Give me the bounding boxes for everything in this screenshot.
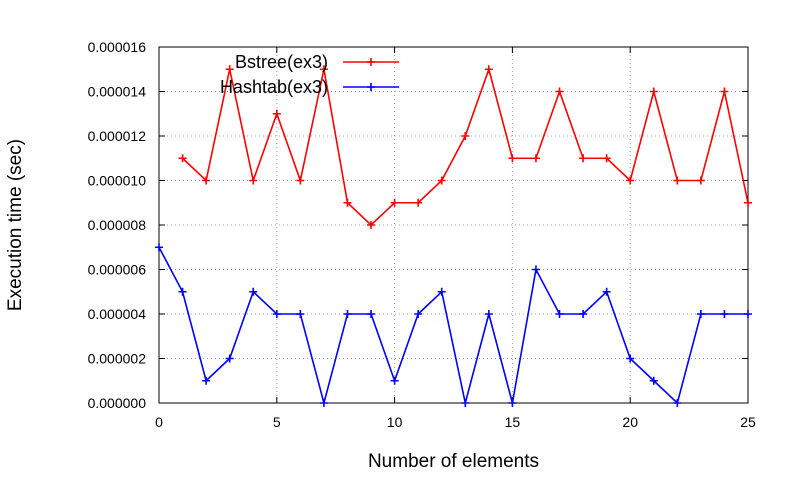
data-point-marker: [296, 176, 305, 185]
data-point-marker: [602, 287, 611, 296]
data-point-marker: [296, 310, 305, 318]
data-point-marker: [555, 87, 564, 96]
data-point-marker: [461, 132, 470, 140]
x-tick-label: 0: [155, 414, 163, 430]
data-point-marker: [696, 176, 705, 185]
y-tick-label: 0.000014: [88, 84, 147, 100]
axes: 0 5 10 15 20 25 0.000000 0.000002 0.000004 0.0000…: [88, 39, 756, 430]
series-line: [158, 246, 748, 407]
data-point-marker: [272, 310, 281, 318]
data-point-marker: [343, 198, 352, 207]
data-point-marker: [202, 176, 211, 185]
series-layer: [155, 65, 752, 407]
x-axis-title: Number of elements: [368, 451, 539, 472]
data-point-marker: [673, 399, 682, 407]
data-point-marker: [531, 265, 540, 274]
data-point-marker: [720, 310, 729, 318]
data-point-marker: [484, 65, 493, 74]
x-tick-label: 25: [740, 414, 756, 430]
data-point-marker: [414, 310, 423, 318]
data-point-marker: [178, 287, 187, 296]
legend: Bstree(ex3) Hashtab(ex3): [220, 52, 399, 97]
x-tick-label: 20: [622, 414, 638, 430]
data-point-marker: [343, 310, 352, 318]
data-point-marker: [202, 376, 211, 385]
y-tick-label: 0.000010: [88, 173, 147, 189]
legend-label: Bstree(ex3): [235, 52, 328, 72]
data-point-marker: [673, 176, 682, 185]
data-point-marker: [155, 243, 163, 252]
x-tick-label: 15: [505, 414, 521, 430]
y-tick-label: 0.000000: [88, 395, 147, 411]
data-point-marker: [744, 310, 752, 318]
x-tick-label: 5: [273, 414, 281, 430]
data-point-marker: [626, 176, 635, 185]
data-point-marker: [390, 198, 399, 207]
data-point-marker: [225, 65, 234, 74]
y-tick-label: 0.000004: [88, 306, 147, 322]
data-point-marker: [272, 109, 281, 118]
legend-label: Hashtab(ex3): [220, 77, 328, 97]
data-point-marker: [720, 87, 729, 96]
legend-marker: [367, 58, 375, 66]
data-point-marker: [579, 154, 588, 163]
series-1: [155, 243, 752, 407]
data-point-marker: [437, 287, 446, 296]
data-point-marker: [367, 310, 376, 318]
y-tick-label: 0.000002: [88, 351, 147, 367]
data-point-marker: [461, 399, 470, 407]
data-point-marker: [319, 65, 328, 74]
data-point-marker: [531, 154, 540, 163]
y-tick-label: 0.000008: [88, 217, 147, 233]
data-point-marker: [178, 154, 187, 163]
data-point-marker: [249, 176, 258, 185]
data-point-marker: [319, 399, 328, 407]
y-axis-title: Execution time (sec): [5, 139, 26, 311]
data-point-marker: [626, 354, 635, 363]
data-point-marker: [367, 221, 376, 229]
y-tick-label: 0.000016: [88, 39, 147, 55]
data-point-marker: [649, 376, 658, 385]
data-point-marker: [744, 198, 752, 207]
y-tick-label: 0.000012: [88, 128, 147, 144]
data-point-marker: [579, 310, 588, 318]
data-point-marker: [508, 399, 517, 407]
data-point-marker: [555, 310, 564, 318]
data-point-marker: [437, 176, 446, 185]
data-point-marker: [484, 310, 493, 318]
x-tick-label: 10: [387, 414, 403, 430]
data-point-marker: [249, 287, 258, 296]
data-point-marker: [602, 154, 611, 163]
grid-lines: [159, 47, 748, 403]
y-tick-label: 0.000006: [88, 262, 147, 278]
data-point-marker: [508, 154, 517, 163]
data-point-marker: [414, 198, 423, 207]
data-point-marker: [225, 354, 234, 363]
data-point-marker: [696, 310, 705, 318]
data-point-marker: [390, 376, 399, 385]
series-0: [178, 65, 752, 229]
data-point-marker: [649, 87, 658, 96]
legend-marker: [367, 83, 375, 91]
